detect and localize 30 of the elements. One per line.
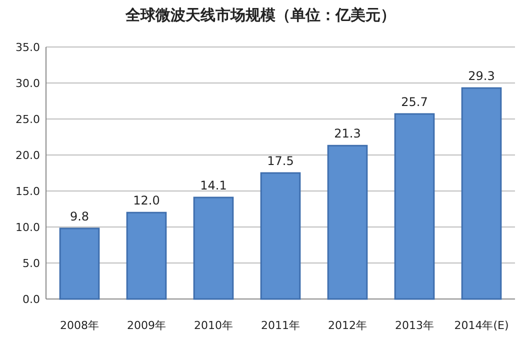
data-label: 17.5 bbox=[267, 154, 294, 168]
bar bbox=[193, 196, 234, 300]
x-tick-label: 2008年 bbox=[60, 319, 99, 332]
x-tick-label: 2010年 bbox=[194, 319, 233, 332]
y-tick-label: 15.0 bbox=[16, 185, 40, 198]
y-tick-label: 5.0 bbox=[22, 257, 40, 270]
y-tick-label: 10.0 bbox=[16, 221, 40, 234]
bar bbox=[260, 172, 301, 300]
data-label: 25.7 bbox=[401, 94, 428, 109]
bar bbox=[59, 228, 100, 300]
y-tick-label: 35.0 bbox=[16, 41, 40, 54]
data-label: 12.0 bbox=[133, 194, 160, 208]
y-tick-label: 25.0 bbox=[16, 113, 40, 126]
bar bbox=[461, 87, 502, 300]
y-tick-label: 30.0 bbox=[16, 77, 40, 90]
y-tick-label: 0.0 bbox=[22, 293, 40, 306]
bar bbox=[327, 144, 368, 300]
x-tick-label: 2011年 bbox=[261, 319, 300, 332]
data-label: 9.8 bbox=[70, 209, 90, 224]
data-label: 21.3 bbox=[334, 126, 361, 141]
bar bbox=[394, 113, 435, 300]
x-tick-label: 2014年(E) bbox=[454, 319, 509, 332]
chart-title: 全球微波天线市场规模（单位：亿美元） bbox=[124, 6, 396, 24]
data-label: 14.1 bbox=[200, 178, 227, 192]
bar bbox=[126, 212, 167, 300]
x-tick-label: 2009年 bbox=[127, 319, 166, 332]
y-tick-label: 20.0 bbox=[16, 149, 40, 162]
x-tick-label: 2013年 bbox=[395, 319, 434, 332]
data-label: 29.3 bbox=[468, 69, 495, 84]
x-tick-label: 2012年 bbox=[328, 319, 367, 332]
